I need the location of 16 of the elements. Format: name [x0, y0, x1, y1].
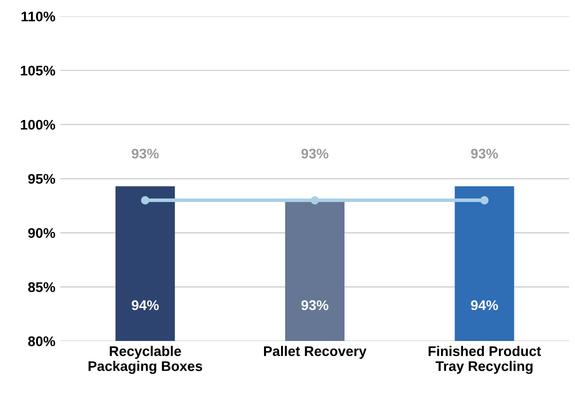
data-label: 93% — [471, 148, 498, 159]
y-tick-label: 95% — [28, 174, 56, 184]
y-tick-label: 90% — [28, 228, 56, 238]
data-label: 93% — [132, 148, 159, 159]
y-tick-label: 85% — [28, 282, 56, 292]
data-label: 94% — [132, 300, 159, 310]
y-tick-label: 110% — [22, 12, 56, 22]
x-tick-label: Recyclable Packaging Boxes — [88, 346, 202, 374]
data-label: 93% — [301, 300, 328, 310]
data-label: 94% — [471, 300, 498, 310]
x-tick-label: Finished Product Tray Recycling — [428, 346, 541, 374]
y-tick-label: 105% — [20, 66, 56, 76]
x-tick-label: Pallet Recovery — [264, 346, 366, 359]
data-label: 93% — [301, 148, 328, 159]
y-tick-label: 80% — [28, 336, 56, 346]
y-tick-label: 100% — [20, 120, 56, 130]
